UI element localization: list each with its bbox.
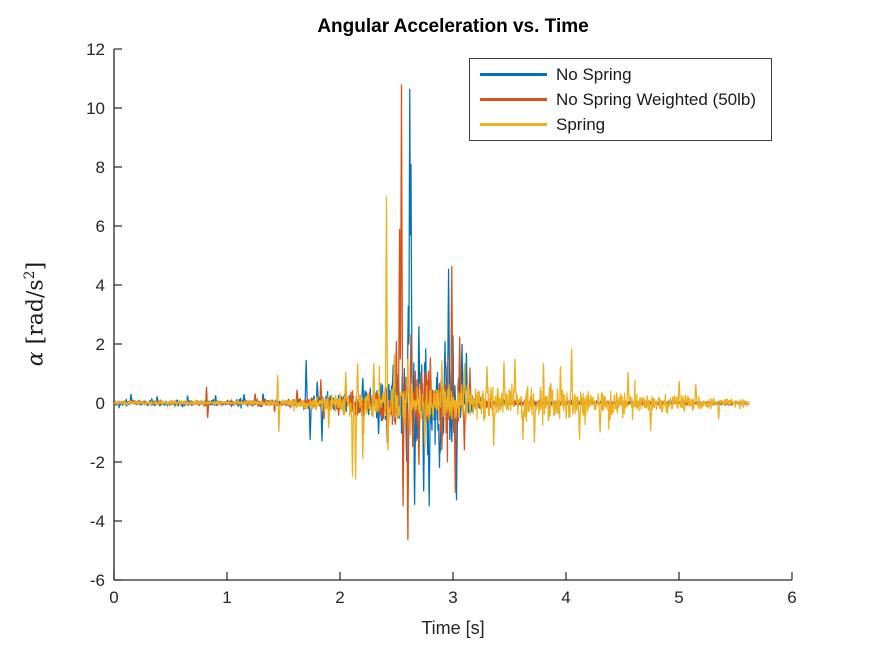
legend-row-spring[interactable]: Spring xyxy=(470,112,771,137)
y-tick-label: -2 xyxy=(90,453,105,472)
series-no-spring-line xyxy=(114,88,748,507)
legend-row-no-spring-weighted[interactable]: No Spring Weighted (50lb) xyxy=(470,87,771,112)
x-tick-label: 2 xyxy=(335,588,344,607)
legend-label-spring: Spring xyxy=(556,114,606,134)
alpha-symbol: α xyxy=(23,351,49,367)
series-no-spring-weighted-50lb-line xyxy=(114,84,748,541)
y-tick-label: 6 xyxy=(96,217,105,236)
x-tick-label: 5 xyxy=(674,588,683,607)
x-tick-label: 1 xyxy=(222,588,231,607)
series-spring-line xyxy=(114,196,750,480)
y-axis-label: α [rad/s2] xyxy=(22,214,50,414)
x-axis-label: Time [s] xyxy=(421,618,485,638)
legend-label-no-spring-weighted: No Spring Weighted (50lb) xyxy=(556,89,757,109)
y-tick-label: 8 xyxy=(96,158,105,177)
x-tick-label: 3 xyxy=(448,588,457,607)
y-tick-label: 10 xyxy=(86,99,105,118)
y-tick-label: -4 xyxy=(90,512,105,531)
legend-label-no-spring: No Spring xyxy=(556,64,632,84)
legend-row-no-spring[interactable]: No Spring xyxy=(470,62,771,87)
legend-line-sample-spring xyxy=(480,123,547,126)
legend-line-sample-no-spring-weighted xyxy=(480,98,547,101)
x-tick-label: 6 xyxy=(787,588,796,607)
y-tick-label: 12 xyxy=(86,40,105,59)
legend[interactable]: No Spring No Spring Weighted (50lb) Spri… xyxy=(469,58,772,141)
y-tick-label: -6 xyxy=(90,571,105,590)
y-axis-unit-exponent: 2 xyxy=(22,270,38,280)
y-tick-label: 0 xyxy=(96,394,105,413)
legend-line-sample-no-spring xyxy=(480,73,547,76)
y-tick-label: 2 xyxy=(96,335,105,354)
x-tick-label: 0 xyxy=(109,588,118,607)
x-tick-label: 4 xyxy=(561,588,570,607)
y-axis-unit-close: ] xyxy=(23,261,49,271)
y-axis-unit-open: [rad/s xyxy=(23,279,49,352)
chart-title: Angular Acceleration vs. Time xyxy=(317,16,589,37)
y-tick-label: 4 xyxy=(96,276,105,295)
